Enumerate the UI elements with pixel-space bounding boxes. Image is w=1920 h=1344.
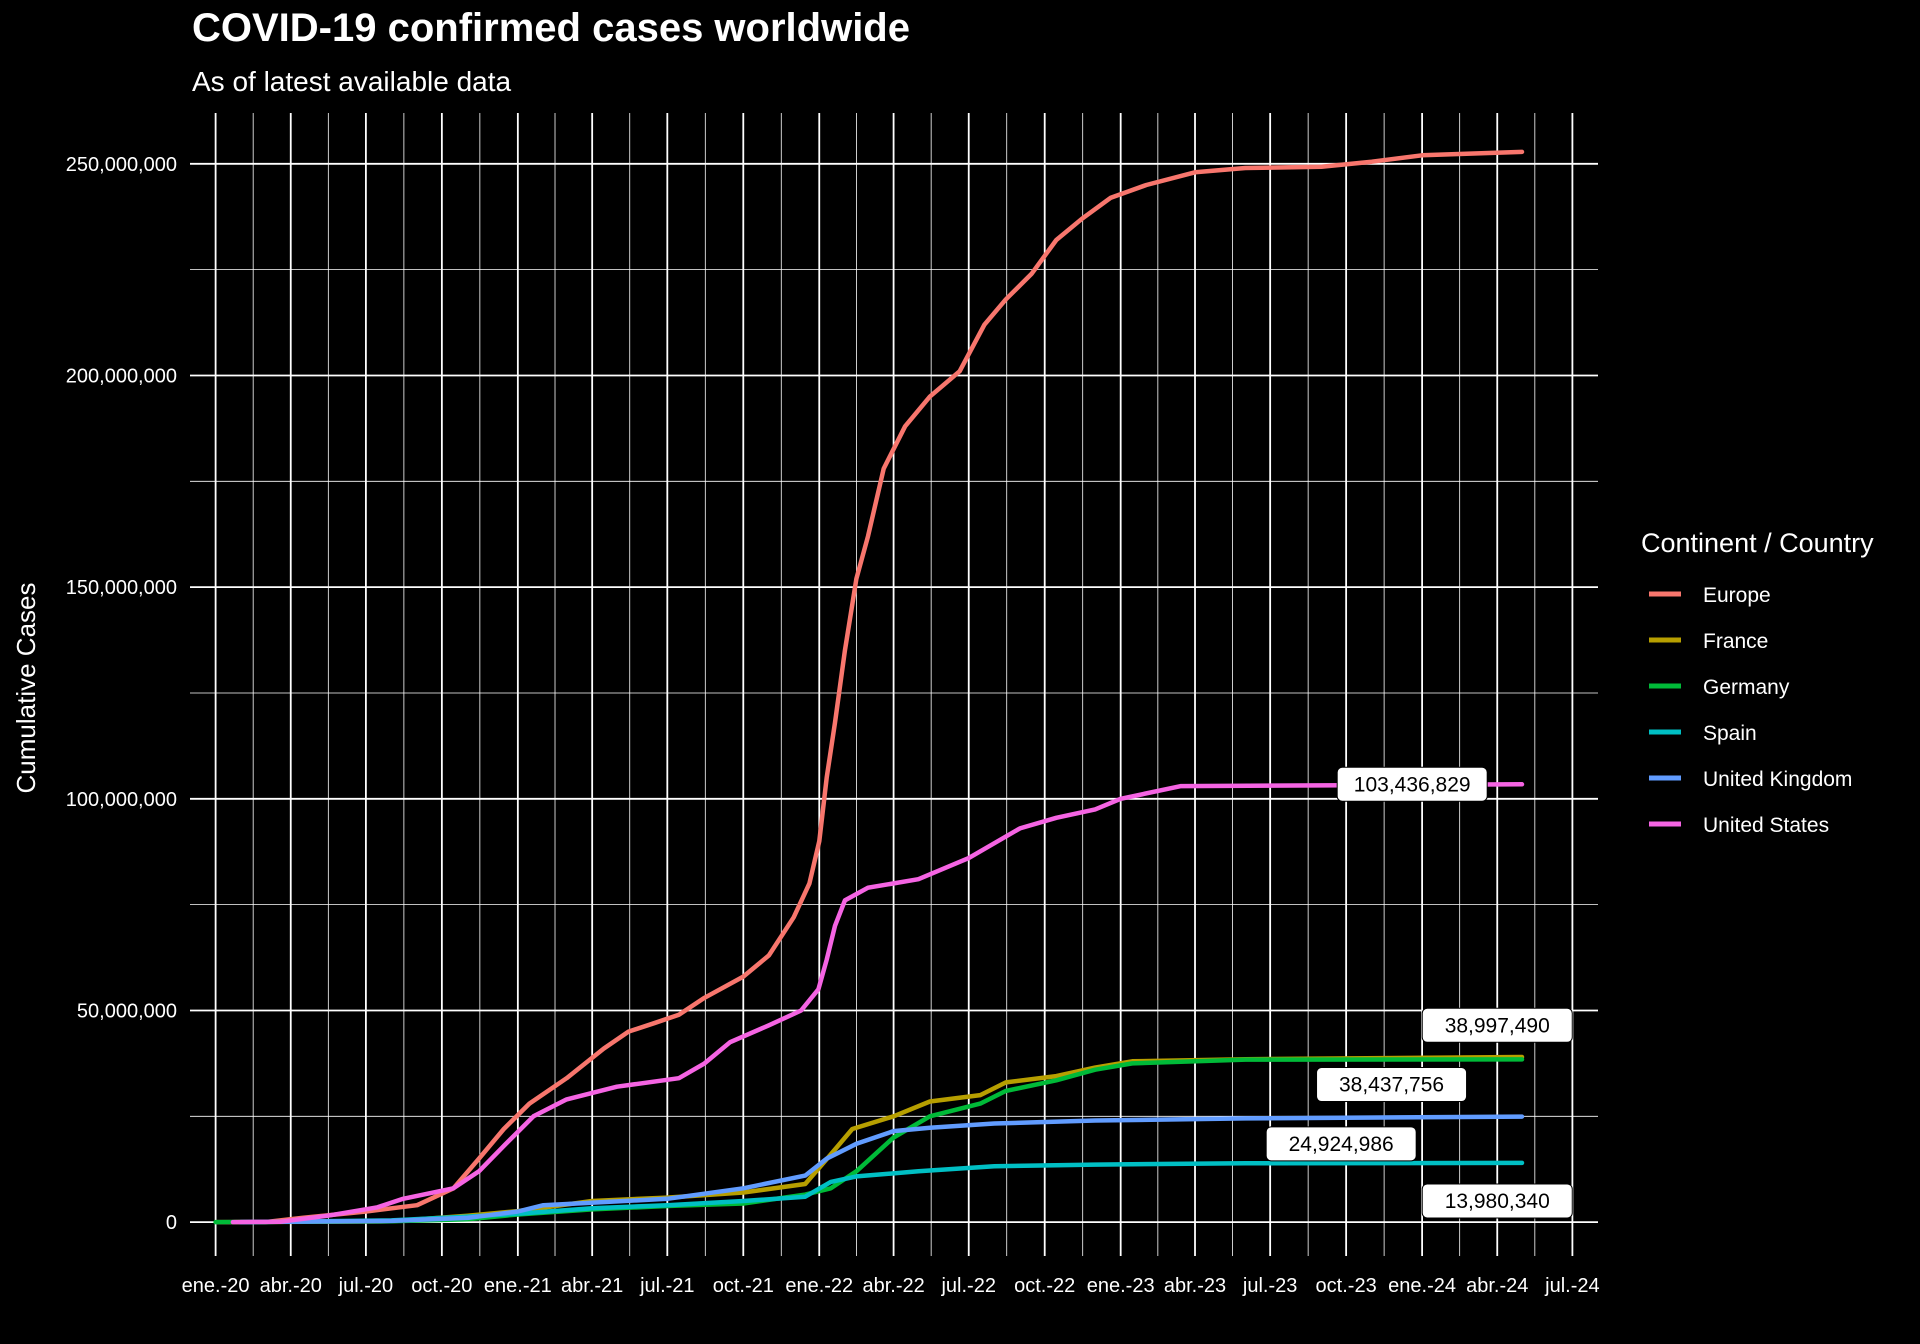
x-tick-label: ene.-22: [785, 1275, 853, 1297]
end-value-label-box: [1316, 1067, 1468, 1103]
end-labels-layer: 103,436,829 38,997,490 38,437,756 24,924,98…: [1265, 766, 1573, 1219]
end-value-label-text: 13,980,340: [1445, 1190, 1550, 1213]
end-value-label: 24,924,986: [1265, 1126, 1417, 1162]
x-tick-label: ene.-24: [1388, 1275, 1456, 1297]
axes-layer: 0 50,000,000 100,000,000 150,000,000 200,000…: [66, 154, 1600, 1297]
chart-title: COVID-19 confirmed cases worldwide: [192, 6, 910, 50]
end-value-label-box: [1421, 1007, 1573, 1043]
end-value-label: 103,436,829: [1336, 766, 1488, 802]
series-line-united-states: [230, 782, 1525, 1225]
legend-item: France: [1649, 630, 1768, 653]
legend-label: Europe: [1703, 584, 1771, 607]
x-tick-label: jul.-21: [639, 1275, 694, 1297]
x-tick-label: oct.-22: [1014, 1275, 1075, 1297]
x-tick-label: oct.-23: [1316, 1275, 1377, 1297]
legend-title: Continent / Country: [1641, 528, 1874, 558]
end-value-label-text: 103,436,829: [1354, 773, 1471, 796]
x-tick-label: abr.-23: [1164, 1275, 1226, 1297]
y-tick-label: 200,000,000: [66, 365, 177, 387]
y-tick-label: 50,000,000: [77, 1000, 177, 1022]
y-tick-label: 100,000,000: [66, 789, 177, 811]
x-tick-label: abr.-20: [260, 1275, 322, 1297]
x-tick-label: jul.-22: [940, 1275, 995, 1297]
chart-subtitle: As of latest available data: [192, 66, 512, 97]
y-tick-label: 0: [166, 1212, 177, 1234]
series-line-europe: [215, 149, 1525, 1225]
x-tick-label: abr.-24: [1466, 1275, 1528, 1297]
y-axis-label: Cumulative Cases: [11, 583, 41, 794]
grid-layer: [190, 113, 1598, 1256]
legend-label: Germany: [1703, 676, 1790, 699]
x-tick-label: jul.-24: [1544, 1275, 1599, 1297]
legend-item: Spain: [1649, 722, 1757, 745]
end-value-label-box: [1336, 766, 1488, 802]
legend-item: United States: [1649, 814, 1829, 837]
end-value-label: 13,980,340: [1421, 1183, 1573, 1219]
end-value-label-box: [1265, 1126, 1417, 1162]
legend-item: United Kingdom: [1649, 768, 1852, 791]
series-line-united-kingdom: [238, 1114, 1525, 1225]
end-value-label: 38,437,756: [1316, 1067, 1468, 1103]
x-tick-label: oct.-21: [713, 1275, 774, 1297]
legend-label: United States: [1703, 814, 1829, 837]
legend-item: Germany: [1649, 676, 1790, 699]
x-tick-label: jul.-20: [338, 1275, 393, 1297]
x-tick-label: ene.-20: [182, 1275, 250, 1297]
x-tick-label: abr.-21: [561, 1275, 623, 1297]
end-value-label-box: [1421, 1183, 1573, 1219]
x-tick-label: oct.-20: [411, 1275, 472, 1297]
legend-item: Europe: [1649, 584, 1771, 607]
x-tick-label: ene.-23: [1087, 1275, 1155, 1297]
y-tick-label: 150,000,000: [66, 577, 177, 599]
y-tick-label: 250,000,000: [66, 154, 177, 176]
legend: Continent / Country Europe France Germany Sp…: [1641, 528, 1874, 837]
x-tick-label: ene.-21: [484, 1275, 552, 1297]
legend-label: United Kingdom: [1703, 768, 1852, 791]
x-tick-label: jul.-23: [1242, 1275, 1297, 1297]
legend-label: Spain: [1703, 722, 1757, 745]
end-value-label: 38,997,490: [1421, 1007, 1573, 1043]
series-layer: [213, 149, 1525, 1225]
end-value-label-text: 38,437,756: [1339, 1074, 1444, 1097]
legend-label: France: [1703, 630, 1768, 653]
end-value-label-text: 24,924,986: [1289, 1133, 1394, 1156]
x-tick-label: abr.-22: [862, 1275, 924, 1297]
end-value-label-text: 38,997,490: [1445, 1014, 1550, 1037]
